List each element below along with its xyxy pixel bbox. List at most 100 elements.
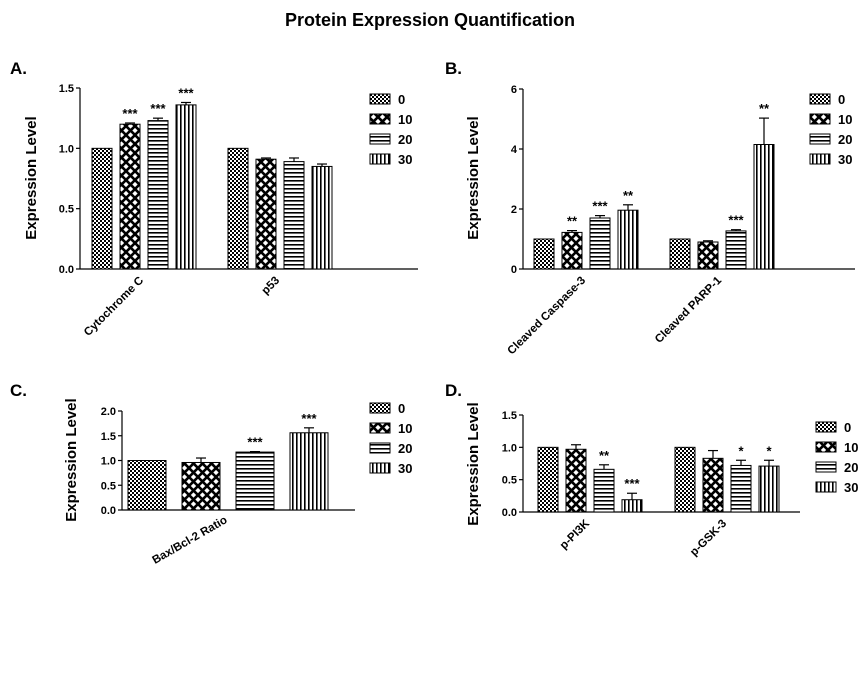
bar — [697, 241, 719, 270]
significance-label: * — [738, 443, 744, 458]
bar — [758, 465, 780, 513]
bar — [617, 209, 639, 270]
legend-swatch — [809, 153, 831, 165]
legend-swatch — [369, 442, 391, 454]
bar — [669, 238, 691, 270]
y-tick-label: 0.0 — [502, 507, 517, 519]
bar — [674, 446, 696, 513]
significance-label: *** — [624, 476, 640, 491]
significance-label: *** — [178, 85, 194, 100]
bar — [235, 451, 275, 511]
bar — [725, 230, 747, 270]
panel-label-c: C. — [10, 381, 27, 400]
bar — [311, 165, 333, 270]
category-label: p53 — [260, 275, 283, 298]
significance-label: *** — [247, 435, 263, 450]
category-label: p-GSK-3 — [688, 518, 729, 559]
legend-label: 20 — [838, 132, 852, 147]
y-tick-label: 1.5 — [502, 410, 517, 422]
y-tick-label: 6 — [511, 84, 517, 96]
legend-label: 0 — [838, 92, 845, 107]
y-tick-label: 2.0 — [101, 406, 116, 418]
legend-swatch — [815, 481, 837, 493]
bar — [283, 161, 305, 270]
y-axis-label: Expression Level — [63, 398, 80, 521]
legend-swatch — [815, 461, 837, 473]
legend-swatch — [369, 402, 391, 414]
significance-label: ** — [623, 188, 634, 203]
bar — [289, 432, 329, 511]
bar — [593, 468, 615, 513]
legend-label: 30 — [398, 461, 412, 476]
legend-label: 20 — [398, 132, 412, 147]
bar — [147, 120, 169, 270]
legend-swatch — [369, 153, 391, 165]
significance-label: ** — [759, 101, 770, 116]
bar — [589, 217, 611, 270]
bar — [181, 461, 221, 511]
y-tick-label: 1.0 — [59, 143, 74, 155]
legend-swatch — [369, 422, 391, 434]
significance-label: *** — [150, 101, 166, 116]
significance-label: *** — [728, 213, 744, 228]
category-label: Cytochrome C — [82, 275, 146, 339]
category-label: Cleaved PARP-1 — [653, 274, 725, 346]
significance-label: *** — [592, 199, 608, 214]
y-tick-label: 0.5 — [502, 475, 517, 487]
significance-label: * — [766, 443, 772, 458]
y-tick-label: 1.5 — [59, 83, 74, 95]
legend-swatch — [809, 113, 831, 125]
bar — [175, 104, 197, 270]
legend-label: 10 — [398, 112, 412, 127]
legend-label: 0 — [398, 401, 405, 416]
legend-label: 10 — [844, 440, 858, 455]
y-tick-label: 1.0 — [502, 442, 517, 454]
y-axis-label: Expression Level — [465, 402, 482, 525]
legend-swatch — [815, 441, 837, 453]
significance-label: ** — [567, 214, 578, 229]
bar — [621, 499, 643, 513]
bar — [119, 123, 141, 270]
bar — [127, 460, 167, 511]
category-label: p-PI3K — [558, 517, 593, 552]
panel-label-b: B. — [445, 59, 462, 78]
significance-label: *** — [122, 106, 138, 121]
y-axis-label: Expression Level — [23, 116, 40, 239]
bar — [702, 457, 724, 513]
bar — [753, 144, 775, 270]
y-tick-label: 0.5 — [101, 480, 116, 492]
legend-label: 30 — [838, 152, 852, 167]
bar — [730, 464, 752, 513]
significance-label: *** — [301, 411, 317, 426]
bar — [561, 231, 583, 270]
legend-label: 0 — [398, 92, 405, 107]
bar — [227, 147, 249, 270]
figure-title: Protein Expression Quantification — [285, 10, 575, 30]
y-tick-label: 4 — [511, 144, 518, 156]
y-tick-label: 1.5 — [101, 431, 116, 443]
y-tick-label: 0 — [511, 264, 517, 276]
legend-swatch — [369, 133, 391, 145]
legend-swatch — [369, 462, 391, 474]
y-tick-label: 0.0 — [101, 505, 116, 517]
bar — [565, 448, 587, 513]
panel-label-d: D. — [445, 381, 462, 400]
legend-label: 20 — [398, 441, 412, 456]
significance-label: ** — [599, 448, 610, 463]
panel-c: C. Expression Level 0.0 0.5 1.0 1.5 2.0 *** ***… — [10, 381, 412, 567]
y-tick-label: 2 — [511, 204, 517, 216]
legend-label: 30 — [398, 152, 412, 167]
bar — [91, 147, 113, 270]
bar — [255, 158, 277, 270]
panel-d: D. Expression Level 0.00.51.01.5*****p-PI… — [445, 381, 858, 559]
legend-swatch — [815, 421, 837, 433]
bar — [533, 238, 555, 270]
legend-label: 0 — [844, 420, 851, 435]
y-tick-label: 1.0 — [101, 456, 116, 468]
legend-swatch — [809, 133, 831, 145]
category-label: Bax/Bcl-2 Ratio — [150, 514, 229, 567]
panel-a: A. Expression Level 0.0 0.5 1.0 1.5 *** *** ***… — [10, 59, 418, 339]
panel-label-a: A. — [10, 59, 27, 78]
